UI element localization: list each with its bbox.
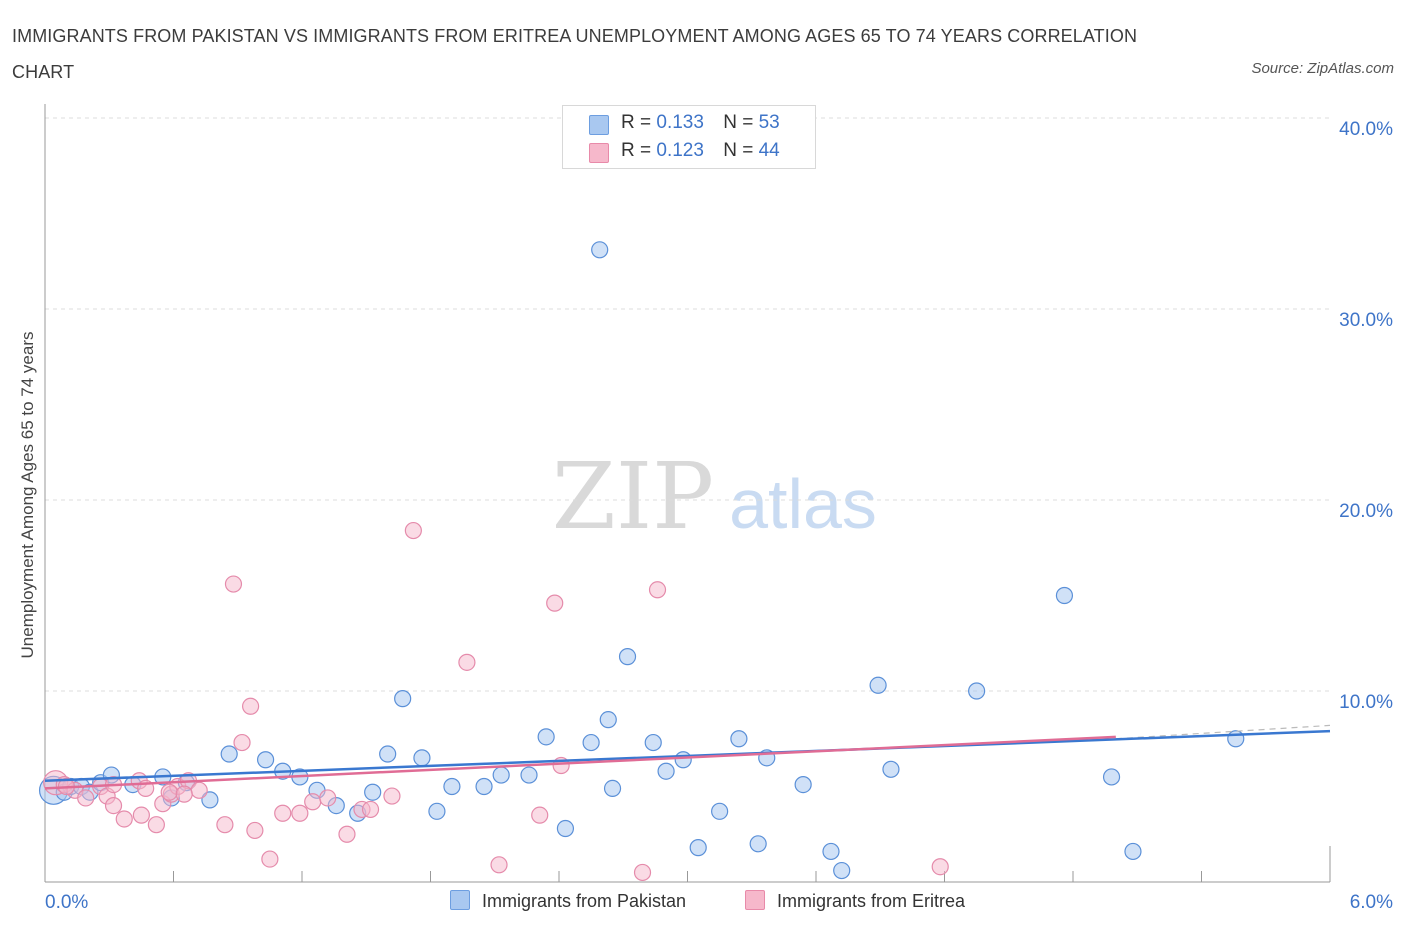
pakistan-r-value: 0.133 [656,112,704,133]
point-eritrea [291,804,309,822]
pakistan-swatch [589,115,609,135]
point-eritrea [242,697,260,715]
point-pakistan [1124,842,1142,861]
point-pakistan [644,733,662,752]
point-eritrea [633,863,652,882]
point-eritrea [160,783,178,801]
pakistan-n-label: N = [723,112,754,133]
point-eritrea [531,806,549,824]
point-eritrea [338,825,356,843]
point-eritrea [383,787,401,805]
pakistan-n-value: 53 [758,112,780,133]
point-eritrea [490,856,508,874]
point-eritrea [458,653,476,671]
point-pakistan [689,839,707,857]
point-eritrea [304,793,322,811]
trend-line-pakistan [44,729,1331,783]
stats-box: R = 0.133 N = 53 R = 0.123 N = 44 [562,105,816,169]
point-pakistan [869,676,887,694]
legend-eritrea-label: Immigrants from Eritrea [777,891,966,911]
eritrea-n-label: N = [723,140,754,161]
y-tick-label: 40.0% [1339,119,1393,140]
point-pakistan [582,733,600,752]
eritrea-r-value: 0.123 [656,140,704,161]
point-pakistan [794,775,812,794]
y-tick-label: 30.0% [1339,310,1393,331]
point-pakistan [833,861,851,880]
point-pakistan [882,760,900,778]
point-pakistan [492,766,510,784]
point-eritrea [546,594,564,612]
point-eritrea [147,816,165,834]
eritrea-swatch [589,143,609,163]
point-pakistan [556,819,575,838]
legend-item-pakistan: Immigrants from Pakistan [450,890,686,912]
point-pakistan [428,802,446,820]
point-eritrea [175,785,193,803]
point-pakistan [599,711,617,729]
point-pakistan [591,241,609,259]
point-pakistan [256,751,275,769]
point-eritrea [132,806,150,824]
point-pakistan [379,745,397,763]
point-pakistan [443,777,461,796]
y-tick-label: 20.0% [1339,501,1393,522]
trend-line-dashed-extension [1115,724,1331,740]
point-pakistan [364,783,382,801]
watermark-zip: ZIP [552,443,714,550]
point-eritrea [404,521,422,540]
point-pakistan [657,762,675,780]
point-pakistan [413,749,431,767]
point-pakistan [394,690,412,708]
point-pakistan [1055,586,1074,605]
point-pakistan [822,842,840,861]
point-eritrea [190,781,208,799]
point-pakistan [603,779,622,798]
stats-row-eritrea: R = 0.123 N = 44 [589,140,780,163]
y-tick-label: 10.0% [1339,692,1393,713]
legend-pakistan-label: Immigrants from Pakistan [482,891,687,911]
legend-item-eritrea: Immigrants from Eritrea [745,890,965,912]
pakistan-r-label: R = [621,112,652,133]
point-pakistan [520,766,538,784]
point-pakistan [201,791,219,809]
point-pakistan [711,802,729,820]
x-tick-label-start: 0.0% [45,892,88,913]
point-pakistan [618,648,637,666]
eritrea-r-label: R = [621,140,652,161]
point-eritrea [246,821,264,840]
point-pakistan [220,745,238,763]
point-eritrea [361,800,380,819]
stats-row-pakistan: R = 0.133 N = 53 [589,112,780,135]
point-pakistan [749,835,767,853]
point-eritrea [648,581,667,599]
eritrea-n-value: 44 [758,140,780,161]
source-label: Source: ZipAtlas.com [1251,60,1394,77]
point-pakistan [475,777,493,796]
x-tick-label-end: 6.0% [1350,892,1393,913]
point-eritrea [104,796,123,815]
point-eritrea [233,733,251,752]
point-pakistan [730,730,748,748]
point-eritrea [224,575,243,593]
point-eritrea [931,858,949,876]
legend-pakistan-swatch [450,890,470,910]
point-pakistan [674,751,692,769]
point-eritrea [77,789,95,807]
legend-eritrea-swatch [745,890,765,910]
point-eritrea [274,804,292,822]
point-pakistan [537,728,555,746]
point-eritrea [261,850,279,868]
point-eritrea [115,810,133,828]
point-eritrea [319,789,337,807]
trend-line-eritrea [44,735,1116,790]
watermark-atlas: atlas [729,465,877,543]
point-pakistan [968,682,986,700]
chart-title: IMMIGRANTS FROM PAKISTAN VS IMMIGRANTS F… [12,26,1138,82]
point-pakistan [1102,768,1121,786]
point-pakistan [1227,730,1245,748]
point-eritrea [216,816,234,834]
